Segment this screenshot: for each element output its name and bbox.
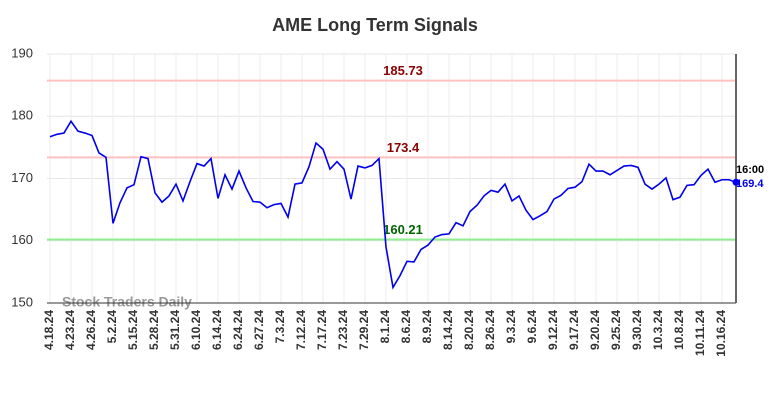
- x-tick-label: 7.23.24: [336, 310, 350, 350]
- x-tick-label: 9.3.24: [504, 310, 518, 344]
- signal-label: 160.21: [383, 222, 423, 237]
- x-tick-label: 6.24.24: [231, 310, 245, 350]
- x-tick-label: 6.10.24: [189, 310, 203, 350]
- x-tick-label: 9.12.24: [546, 310, 560, 350]
- x-tick-label: 9.30.24: [630, 310, 644, 350]
- watermark: Stock Traders Daily: [62, 294, 192, 310]
- chart-title: AME Long Term Signals: [272, 15, 478, 35]
- y-tick-label: 180: [11, 108, 33, 123]
- x-tick-label: 4.18.24: [42, 310, 56, 350]
- x-tick-label: 5.2.24: [105, 310, 119, 344]
- x-tick-label: 8.6.24: [399, 310, 413, 344]
- x-tick-label: 9.25.24: [609, 310, 623, 350]
- x-tick-label: 7.29.24: [357, 310, 371, 350]
- x-tick-label: 8.20.24: [462, 310, 476, 350]
- x-tick-label: 4.26.24: [84, 310, 98, 350]
- x-tick-label: 8.1.24: [378, 310, 392, 344]
- x-tick-label: 10.3.24: [651, 310, 665, 350]
- x-tick-label: 5.31.24: [168, 310, 182, 350]
- y-tick-label: 170: [11, 170, 33, 185]
- x-tick-label: 8.14.24: [441, 310, 455, 350]
- x-tick-label: 9.17.24: [567, 310, 581, 350]
- x-tick-label: 5.28.24: [147, 310, 161, 350]
- x-tick-label: 6.27.24: [252, 310, 266, 350]
- x-tick-label: 8.9.24: [420, 310, 434, 344]
- signal-label: 185.73: [383, 63, 423, 78]
- price-line: [49, 119, 737, 290]
- x-tick-label: 7.3.24: [273, 310, 287, 344]
- x-tick-label: 5.15.24: [126, 310, 140, 350]
- x-tick-label: 9.6.24: [525, 310, 539, 344]
- signal-label: 173.4: [387, 140, 420, 155]
- y-tick-label: 160: [11, 232, 33, 247]
- x-tick-label: 7.17.24: [315, 310, 329, 350]
- x-tick-label: 10.16.24: [714, 310, 728, 357]
- x-tick-label: 6.14.24: [210, 310, 224, 350]
- x-tick-label: 7.12.24: [294, 310, 308, 350]
- end-value: 169.4: [736, 178, 764, 190]
- end-time: 16:00: [736, 164, 764, 176]
- x-tick-label: 4.23.24: [63, 310, 77, 350]
- y-tick-label: 190: [11, 45, 33, 60]
- x-tick-label: 8.26.24: [483, 310, 497, 350]
- x-tick-label: 9.20.24: [588, 310, 602, 350]
- x-tick-label: 10.11.24: [693, 310, 707, 356]
- last-point: [732, 178, 740, 186]
- x-tick-label: 10.8.24: [672, 310, 686, 350]
- y-tick-label: 150: [11, 294, 33, 309]
